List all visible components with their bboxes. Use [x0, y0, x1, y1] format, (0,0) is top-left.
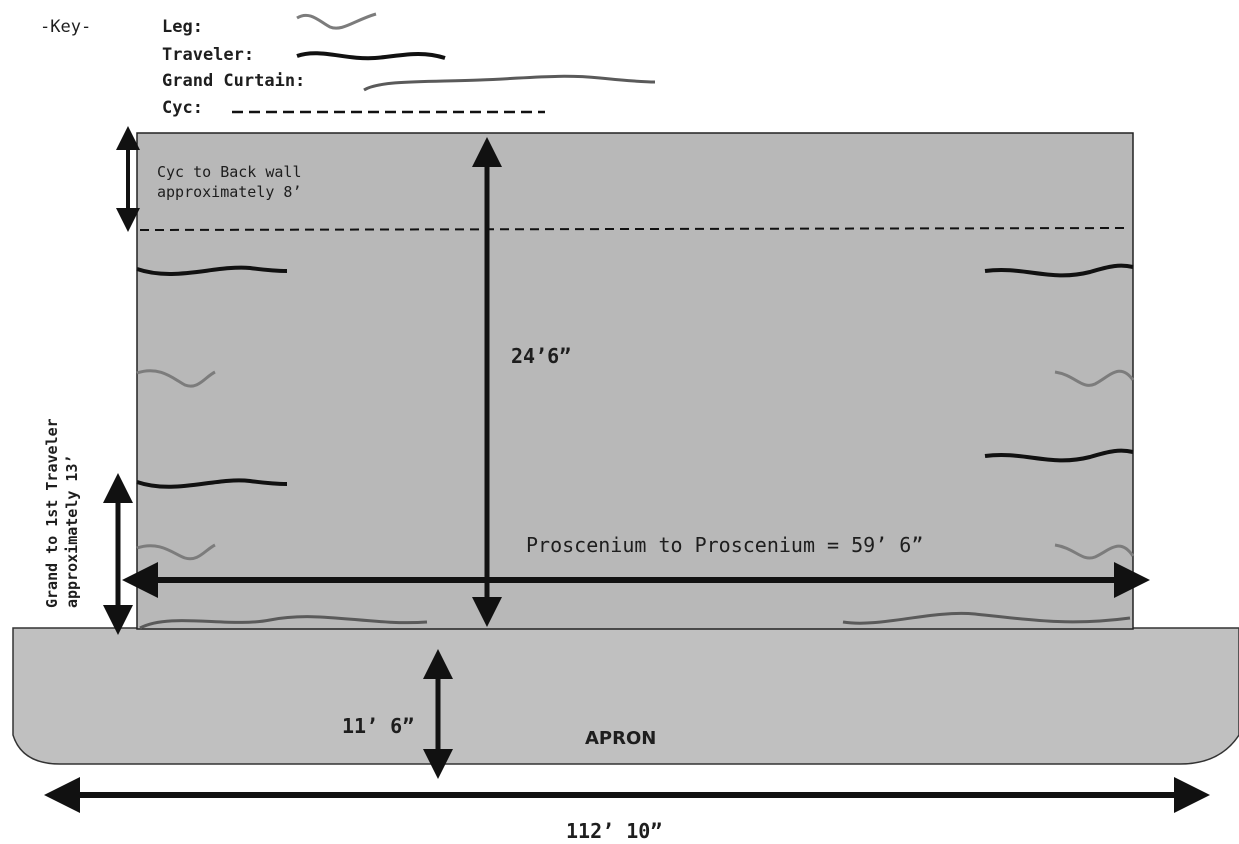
traveler-upstage-right	[984, 263, 1134, 278]
label-proscenium: Proscenium to Proscenium = 59’ 6”	[526, 533, 923, 557]
label-grand-to-traveler-1: Grand to 1st Traveler	[43, 418, 61, 608]
key-grand-curtain-sample	[363, 74, 656, 92]
key-leg-sample	[296, 12, 377, 30]
traveler-upstage-left	[136, 265, 288, 276]
label-apron: APRON	[585, 728, 656, 749]
key-title: -Key-	[40, 17, 91, 37]
label-grand-to-traveler-2: approximately 13’	[63, 454, 81, 608]
apron-shape	[12, 627, 1239, 765]
key-label-grand-curtain: Grand Curtain:	[162, 71, 305, 91]
grand-curtain-right	[842, 611, 1131, 625]
cyc-line	[139, 227, 1131, 231]
key-label-leg: Leg:	[162, 17, 203, 37]
leg-upstage-right	[1054, 369, 1135, 387]
label-depth: 24’6”	[511, 344, 571, 368]
grand-curtain-left	[139, 615, 428, 630]
leg-upstage-left	[136, 369, 216, 388]
traveler-downstage-left	[136, 478, 288, 489]
key-label-cyc: Cyc:	[162, 98, 203, 118]
label-cyc-to-back-1: Cyc to Back wall	[157, 163, 302, 181]
key-label-traveler: Traveler:	[162, 45, 254, 65]
traveler-downstage-right	[984, 448, 1134, 463]
key-traveler-sample	[296, 51, 446, 61]
leg-downstage-left	[136, 543, 216, 561]
stage-area	[136, 132, 1134, 630]
label-apron-depth: 11’ 6”	[342, 714, 414, 738]
leg-downstage-right	[1054, 543, 1135, 560]
label-cyc-to-back-2: approximately 8’	[157, 183, 302, 201]
label-total-width: 112’ 10”	[566, 819, 662, 843]
